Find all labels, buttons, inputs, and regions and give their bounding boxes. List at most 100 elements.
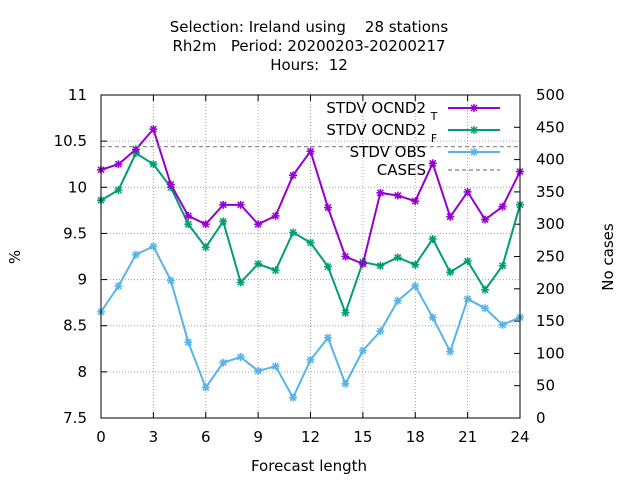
x-tick-label: 0 <box>96 428 106 446</box>
data-point <box>446 347 455 356</box>
data-point <box>254 366 263 375</box>
title-line-3: Hours: 12 <box>270 56 348 74</box>
data-point <box>376 261 385 270</box>
legend-entry-3: CASES <box>377 161 500 179</box>
data-point <box>184 211 193 220</box>
x-tick-label: 3 <box>149 428 159 446</box>
data-point <box>149 242 158 251</box>
y2-tick-label: 100 <box>536 344 565 362</box>
data-point <box>149 125 158 134</box>
data-point <box>323 203 332 212</box>
grid <box>101 95 520 418</box>
x-tick-label: 18 <box>406 428 425 446</box>
data-point <box>201 243 210 252</box>
y2-tick-label: 450 <box>536 118 565 136</box>
y-tick-label: 9 <box>77 271 87 289</box>
y2-tick-label: 500 <box>536 86 565 104</box>
title-line-2: Rh2m Period: 20200203-20200217 <box>172 37 445 55</box>
data-point <box>236 200 245 209</box>
data-point <box>341 252 350 261</box>
x-tick-label: 12 <box>301 428 320 446</box>
data-point <box>166 276 175 285</box>
data-point <box>411 282 420 291</box>
data-point <box>201 220 210 229</box>
x-axis-label: Forecast length <box>251 457 367 475</box>
data-point <box>341 308 350 317</box>
x-tick-label: 24 <box>510 428 529 446</box>
data-point <box>254 220 263 229</box>
x-tick-label: 21 <box>458 428 477 446</box>
series-2 <box>97 242 524 402</box>
y2-tick-label: 250 <box>536 248 565 266</box>
data-point <box>306 238 315 247</box>
y2-tick-label: 350 <box>536 183 565 201</box>
data-point <box>358 346 367 355</box>
data-point <box>114 160 123 169</box>
data-point <box>470 126 478 134</box>
data-point <box>470 148 478 156</box>
data-point <box>236 353 245 362</box>
y2-tick-label: 150 <box>536 312 565 330</box>
data-point <box>428 234 437 243</box>
data-point <box>463 187 472 196</box>
y2-tick-label: 0 <box>536 409 546 427</box>
x-tick-label: 15 <box>353 428 372 446</box>
data-point <box>184 220 193 229</box>
data-point <box>131 145 140 154</box>
legend-label: STDV OCND2 <box>326 121 426 139</box>
y-tick-label: 11 <box>68 86 87 104</box>
plot-frame <box>100 94 521 419</box>
data-point <box>481 285 490 294</box>
data-point <box>289 228 298 237</box>
data-point <box>498 202 507 211</box>
data-point <box>341 379 350 388</box>
data-point <box>289 171 298 180</box>
data-point <box>376 327 385 336</box>
data-point <box>481 304 490 313</box>
data-point <box>114 282 123 291</box>
data-point <box>428 159 437 168</box>
data-point <box>428 313 437 322</box>
y2-axis-label: No cases <box>599 223 617 291</box>
data-point <box>271 211 280 220</box>
data-point <box>463 257 472 266</box>
y2-tick-label: 400 <box>536 151 565 169</box>
data-point <box>271 266 280 275</box>
legend-label: STDV OCND2 <box>326 99 426 117</box>
y-tick-label: 8 <box>77 363 87 381</box>
legend-label: STDV OBS <box>350 143 426 161</box>
data-point <box>446 212 455 221</box>
data-point <box>219 358 228 367</box>
x-tick-label: 6 <box>201 428 211 446</box>
data-point <box>393 296 402 305</box>
data-point <box>393 191 402 200</box>
data-point <box>470 104 478 112</box>
legend-label: CASES <box>377 161 426 179</box>
y-tick-label: 10.5 <box>54 132 87 150</box>
data-point <box>219 200 228 209</box>
data-point <box>201 383 210 392</box>
legend-entry-2: STDV OBS <box>350 143 500 161</box>
data-point <box>166 180 175 189</box>
y2-tick-label: 50 <box>536 377 555 395</box>
legend-entry-0: STDV OCND2 T <box>326 99 500 123</box>
data-point <box>236 278 245 287</box>
y-tick-label: 9.5 <box>63 224 87 242</box>
data-point <box>446 268 455 277</box>
y2-tick-label: 300 <box>536 215 565 233</box>
title-line-1: Selection: Ireland using 28 stations <box>170 18 449 36</box>
legend-entry-1: STDV OCND2 F <box>326 121 500 145</box>
y-tick-label: 7.5 <box>63 409 87 427</box>
chart-title: Selection: Ireland using 28 stations Rh2… <box>170 18 449 74</box>
data-point <box>411 260 420 269</box>
data-point <box>358 259 367 268</box>
legend-subscript: F <box>431 132 437 145</box>
data-point <box>114 186 123 195</box>
data-point <box>289 393 298 402</box>
data-point <box>131 250 140 259</box>
data-point <box>254 259 263 268</box>
legend-subscript: T <box>430 110 438 123</box>
axis-ticks: 0 3 6 9 12 15 18 21 24 7.5 8 8.5 9 9.5 10 10.5 11 0 50 100 1… <box>54 86 565 446</box>
data-point <box>306 147 315 156</box>
